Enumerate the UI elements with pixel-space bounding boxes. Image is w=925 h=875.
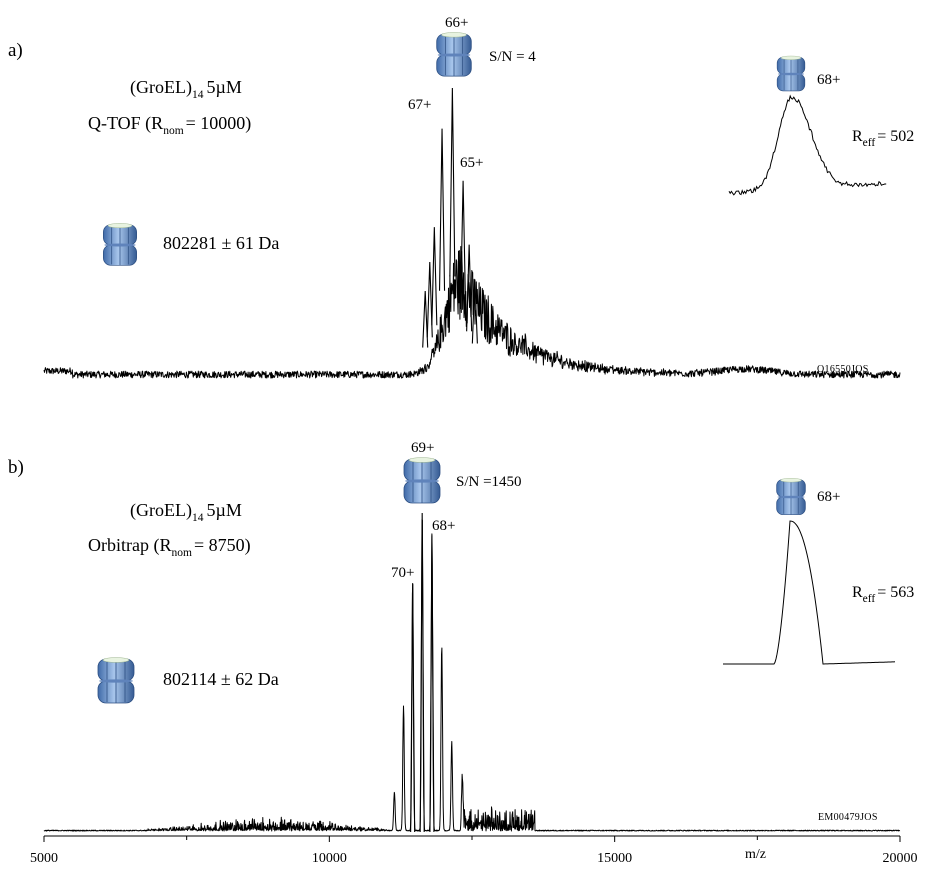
- charge-state-peak: [429, 535, 435, 833]
- x-axis-tick-label: 15000: [597, 851, 632, 866]
- minor-peak: [471, 279, 478, 344]
- groel-complex-icon: [436, 31, 472, 77]
- panel-b-ion-label-70: 70+: [391, 565, 414, 581]
- charge-state-peak: [449, 87, 456, 277]
- groel-complex-icon: [403, 457, 441, 504]
- minor-peak: [422, 290, 429, 348]
- panel-b-mass-label: 802114 ± 62 Da: [163, 669, 279, 689]
- panel-a-mass-label: 802281 ± 61 Da: [163, 233, 279, 253]
- groel-complex-icon: [776, 477, 806, 516]
- minor-peak: [466, 244, 473, 332]
- panel-b-inset-charge: 68+: [817, 489, 840, 505]
- x-axis-label: m/z: [745, 847, 766, 862]
- panel-a-signal-to-noise: S/N = 4: [489, 49, 536, 65]
- panel-b-sample-line: (GroEL)14 5µM: [130, 500, 242, 524]
- charge-state-peak: [438, 128, 446, 291]
- panel-a-ion-label-66: 66+: [445, 15, 468, 31]
- panel-a-letter: a): [8, 40, 23, 61]
- x-axis-tick-label: 5000: [30, 851, 58, 866]
- panel-a-inset-charge: 68+: [817, 72, 840, 88]
- panel-a-acquisition-code: O16550JOS: [817, 364, 869, 375]
- minor-peak: [431, 227, 438, 326]
- panel-a-peaks: [422, 87, 478, 348]
- panel-a-sample-line: (GroEL)14 5µM: [130, 77, 242, 101]
- groel-complex-icon: [102, 222, 138, 266]
- panel-b-letter: b): [8, 457, 24, 478]
- charge-state-peak: [419, 512, 425, 833]
- panel-a-inset-resolution: Reff = 502: [852, 128, 914, 149]
- panel-b-ion-label-68: 68+: [432, 518, 455, 534]
- panel-a: a) (GroEL)14 5µM Q-TOF (Rnom = 10000) 8022…: [8, 15, 914, 379]
- panel-b-inset-resolution: Reff = 563: [852, 584, 914, 605]
- panel-b: b) (GroEL)14 5µM Orbitrap (Rnom = 8750) 80…: [8, 440, 914, 833]
- x-axis: 5000 10000 15000 20000 m/z: [30, 835, 918, 866]
- panel-a-spectrum-trace: [43, 246, 901, 379]
- panel-b-signal-to-noise: S/N =1450: [456, 474, 522, 490]
- x-axis-tick-label: 10000: [312, 851, 347, 866]
- groel-complex-icon: [97, 657, 135, 704]
- panel-b-instrument: Orbitrap (Rnom = 8750): [88, 535, 251, 559]
- panel-b-inset-peak: [723, 520, 896, 665]
- charge-state-peak: [410, 583, 416, 833]
- panel-a-instrument: Q-TOF (Rnom = 10000): [88, 113, 251, 137]
- panel-a-inset-peak: [728, 94, 887, 196]
- panel-b-inset: 68+ Reff = 563: [723, 477, 914, 665]
- panel-b-ion-label-69: 69+: [411, 440, 434, 456]
- minor-peak: [426, 261, 433, 338]
- panel-b-peaks: [410, 512, 435, 833]
- panel-a-ion-label-65: 65+: [460, 155, 483, 171]
- charge-state-peak: [460, 180, 467, 309]
- panel-a-inset: 68+ Reff = 502: [728, 55, 914, 196]
- x-axis-ticks: 5000 10000 15000 20000: [30, 836, 918, 866]
- panel-a-ion-label-67: 67+: [408, 97, 431, 113]
- groel-complex-icon: [776, 55, 806, 92]
- x-axis-tick-label: 20000: [883, 851, 918, 866]
- panel-b-spectrum-trace: [43, 519, 901, 832]
- panel-b-acquisition-code: EM00479JOS: [818, 812, 878, 823]
